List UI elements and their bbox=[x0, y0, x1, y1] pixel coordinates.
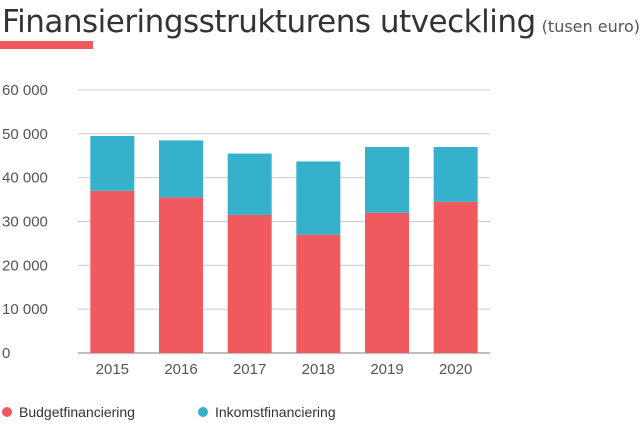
y-tick-label-6: 60 000 bbox=[2, 82, 48, 99]
chart-subtitle: (tusen euro) bbox=[541, 17, 640, 36]
legend-item-income: Inkomstfinanciering bbox=[198, 404, 336, 420]
chart-header: Finansieringsstrukturens utveckling (tuse… bbox=[0, 0, 640, 60]
y-axis-ticks: 0 10 000 20 000 30 000 40 000 50 000 60 000 bbox=[2, 82, 48, 362]
bar-income-2018 bbox=[296, 161, 341, 235]
bar-budget-2020 bbox=[433, 201, 478, 353]
y-tick-label-0: 0 bbox=[2, 345, 10, 362]
x-tick-label-2020: 2020 bbox=[439, 361, 472, 378]
y-tick-label-5: 50 000 bbox=[2, 126, 48, 143]
x-axis-ticks: 2015 2016 2017 2018 2019 2020 bbox=[96, 361, 473, 378]
legend-swatch-budget bbox=[2, 407, 12, 417]
bar-income-2015 bbox=[90, 136, 135, 191]
bar-budget-2017 bbox=[227, 214, 272, 353]
bar-income-2019 bbox=[365, 146, 409, 213]
y-tick-label-3: 30 000 bbox=[2, 214, 48, 231]
bar-budget-2019 bbox=[365, 212, 409, 353]
bar-budget-2018 bbox=[296, 234, 341, 353]
chart-legend: Budgetfinanciering Inkomstfinanciering bbox=[0, 400, 640, 428]
x-tick-label-2016: 2016 bbox=[164, 361, 197, 378]
chart-title: Finansieringsstrukturens utveckling (tuse… bbox=[2, 2, 640, 47]
bar-income-2017 bbox=[227, 153, 272, 215]
legend-label-income: Inkomstfinanciering bbox=[215, 404, 336, 420]
x-tick-label-2017: 2017 bbox=[233, 361, 266, 378]
y-tick-label-1: 10 000 bbox=[2, 301, 48, 318]
bar-budget-2016 bbox=[159, 197, 203, 353]
bars bbox=[90, 136, 478, 353]
legend-swatch-income bbox=[198, 407, 208, 417]
y-tick-label-2: 20 000 bbox=[2, 257, 48, 274]
legend-item-budget: Budgetfinanciering bbox=[2, 404, 135, 420]
x-tick-label-2015: 2015 bbox=[96, 361, 129, 378]
bar-income-2016 bbox=[159, 140, 203, 198]
legend-label-budget: Budgetfinanciering bbox=[19, 404, 135, 420]
bar-budget-2015 bbox=[90, 190, 135, 353]
x-tick-label-2018: 2018 bbox=[302, 361, 335, 378]
y-tick-label-4: 40 000 bbox=[2, 170, 48, 187]
bar-income-2020 bbox=[433, 146, 478, 202]
chart-title-text: Finansieringsstrukturens utveckling bbox=[2, 4, 536, 40]
stacked-bar-chart: 0 10 000 20 000 30 000 40 000 50 000 60 000 20… bbox=[2, 82, 490, 378]
grid-lines bbox=[78, 89, 490, 354]
x-tick-label-2019: 2019 bbox=[370, 361, 403, 378]
title-accent-bar bbox=[0, 41, 93, 49]
